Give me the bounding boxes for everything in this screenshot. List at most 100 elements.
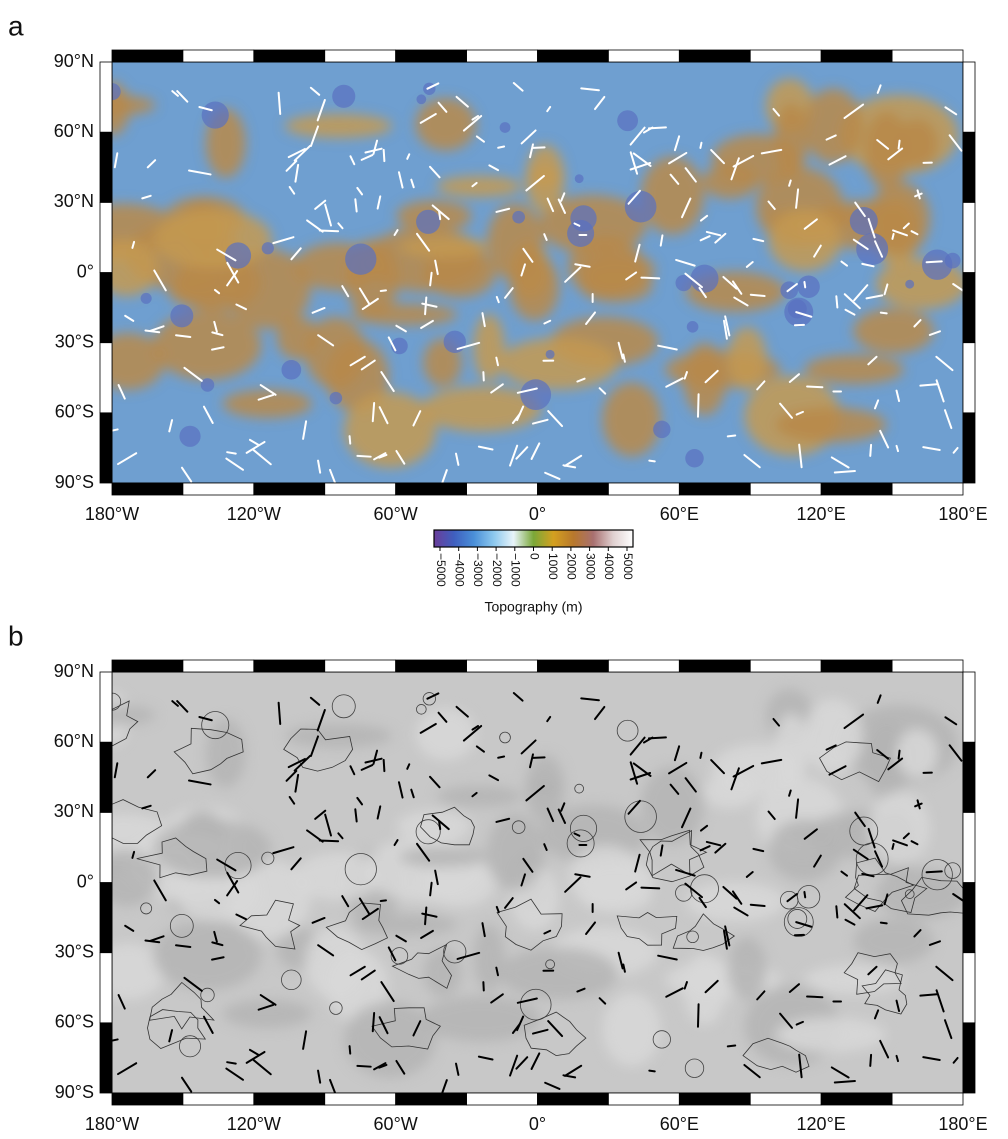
frame-segment <box>963 1023 975 1093</box>
terrain-patch <box>774 103 808 177</box>
terrain-patch <box>769 819 841 881</box>
frame-segment <box>254 50 325 62</box>
lobate-scarp <box>381 290 386 291</box>
frame-segment <box>183 1093 254 1105</box>
frame-segment <box>112 483 183 495</box>
lobate-scarp <box>927 871 942 872</box>
lobate-scarp <box>320 230 338 231</box>
frame-segment <box>608 660 679 672</box>
frame-segment <box>183 660 254 672</box>
crater <box>345 244 376 275</box>
lobate-scarp <box>899 751 900 759</box>
frame-segment <box>750 483 821 495</box>
terrain-patch <box>352 914 458 936</box>
colorbar-tick-label: 3000 <box>583 553 597 580</box>
colorbar-tick-label: −5000 <box>434 553 448 587</box>
terrain-patch <box>803 699 862 774</box>
lobate-scarp <box>700 143 701 148</box>
frame-segment <box>679 483 750 495</box>
frame-segment <box>538 660 609 672</box>
terrain-patch <box>365 837 485 902</box>
terrain-patch <box>804 355 903 385</box>
frame-segment <box>821 483 892 495</box>
crater <box>690 265 718 293</box>
x-tick-label: 120°E <box>797 504 846 524</box>
x-tick-label: 120°W <box>227 504 281 524</box>
lobate-scarp <box>870 445 871 456</box>
frame-segment <box>325 483 396 495</box>
frame-segment <box>892 483 963 495</box>
frame-segment <box>100 62 112 132</box>
crater <box>905 280 914 289</box>
frame-segment <box>100 1023 112 1093</box>
frame-segment <box>821 50 892 62</box>
terrain-patch <box>285 724 392 748</box>
lobate-scarp <box>641 888 659 889</box>
frame-segment <box>963 953 975 1023</box>
lobate-scarp <box>881 923 887 924</box>
lobate-scarp <box>807 386 822 387</box>
x-tick-label: 120°E <box>797 1114 846 1134</box>
terrain-patch <box>305 927 366 999</box>
lobate-scarp <box>533 757 544 758</box>
frame-segment <box>679 660 750 672</box>
crater <box>281 360 301 380</box>
lobate-scarp <box>373 403 374 421</box>
frame-segment <box>100 132 112 202</box>
map-image <box>69 672 979 1099</box>
crater <box>262 242 274 254</box>
crater <box>512 211 525 224</box>
y-tick-label: 90°S <box>55 472 94 492</box>
frame-segment <box>100 672 112 742</box>
terrain-patch <box>396 810 471 842</box>
lobate-scarp <box>320 840 338 841</box>
lobate-scarp <box>649 1071 654 1072</box>
panel-letter: b <box>8 620 24 651</box>
lobate-scarp <box>425 907 426 924</box>
terrain-patch <box>602 992 661 1066</box>
lobate-scarp <box>892 234 893 239</box>
lobate-scarp <box>881 313 887 314</box>
frame-segment <box>750 660 821 672</box>
frame-segment <box>821 660 892 672</box>
terrain-patch <box>774 713 808 787</box>
lobate-scarp <box>373 1013 374 1031</box>
crater <box>500 122 511 133</box>
lobate-scarp <box>641 278 659 279</box>
frame-segment <box>538 50 609 62</box>
frame-segment <box>821 1093 892 1105</box>
terrain-patch <box>803 89 862 164</box>
terrain-patch <box>775 1017 886 1052</box>
panel-letter: a <box>8 10 24 41</box>
crater <box>653 421 670 438</box>
frame-segment <box>100 273 112 343</box>
lobate-scarp <box>728 436 735 437</box>
lobate-scarp <box>751 295 765 296</box>
lobate-scarp <box>700 753 701 758</box>
terrain-patch <box>487 813 543 891</box>
frame-segment <box>538 1093 609 1105</box>
frame-segment <box>963 202 975 272</box>
terrain-patch <box>896 119 938 168</box>
x-tick-label: 0° <box>529 1114 546 1134</box>
y-tick-label: 90°N <box>54 51 94 71</box>
frame-segment <box>963 672 975 742</box>
crater <box>170 304 193 327</box>
terrain-patch <box>853 918 934 963</box>
frame-segment <box>467 660 538 672</box>
frame-segment <box>467 483 538 495</box>
lobate-scarp <box>357 456 370 457</box>
frame-segment <box>538 483 609 495</box>
frame-segment <box>100 742 112 812</box>
colorbar-tick-label: −1000 <box>509 553 523 587</box>
crater <box>797 276 819 298</box>
y-tick-label: 60°N <box>54 731 94 751</box>
frame-segment <box>892 50 963 62</box>
x-tick-label: 0° <box>529 504 546 524</box>
terrain-patch <box>436 786 521 807</box>
frame-segment <box>325 1093 396 1105</box>
y-tick-label: 0° <box>77 261 94 281</box>
lobate-scarp <box>899 141 900 149</box>
lobate-scarp <box>649 461 654 462</box>
terrain-patch <box>223 390 312 418</box>
